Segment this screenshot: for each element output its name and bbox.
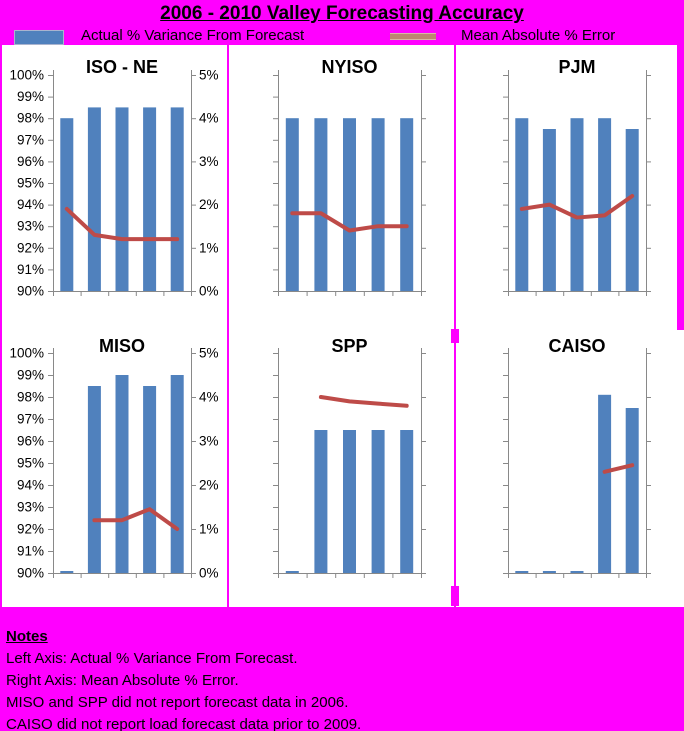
chart-canvas: 100% 99% 98% 97% 96% 95% 94% 93% 92% 91% 90% 5% 4% 3%…	[9, 68, 218, 299]
svg-text:5%: 5%	[199, 346, 219, 361]
axes	[503, 348, 651, 578]
chart-column-background	[2, 45, 227, 607]
notes-line: Right Axis: Mean Absolute % Error.	[6, 672, 239, 689]
svg-text:96%: 96%	[17, 434, 44, 449]
chart-panel-nyiso: NYISO	[229, 45, 454, 322]
axes	[273, 70, 426, 296]
svg-text:3%: 3%	[199, 154, 219, 169]
chart-panel-pjm: PJM	[456, 45, 684, 322]
svg-text:92%: 92%	[17, 240, 44, 255]
svg-text:90%: 90%	[17, 566, 44, 581]
chart-column-background	[229, 45, 454, 607]
line-series	[92, 507, 180, 531]
line-series	[290, 211, 409, 233]
svg-text:4%: 4%	[199, 111, 219, 126]
svg-text:0%: 0%	[199, 284, 219, 299]
axes: 100% 99% 98% 97% 96% 95% 94% 93% 92% 91% 90% 5% 4% 3%…	[9, 346, 218, 581]
svg-text:91%: 91%	[17, 262, 44, 277]
line-series	[602, 463, 635, 474]
svg-text:97%: 97%	[17, 412, 44, 427]
notes-line: Left Axis: Actual % Variance From Foreca…	[6, 650, 298, 667]
chart-title-miso: MISO	[98, 336, 145, 356]
page-title: 2006 - 2010 Valley Forecasting Accuracy	[160, 3, 524, 24]
bars-series	[285, 430, 414, 573]
svg-text:2%: 2%	[199, 478, 219, 493]
legend-bar-label: Actual % Variance From Forecast	[81, 27, 305, 44]
svg-text:94%: 94%	[17, 478, 44, 493]
svg-text:97%: 97%	[17, 132, 44, 147]
svg-text:1%: 1%	[199, 240, 219, 255]
chart-title-iso-ne: ISO - NE	[85, 57, 158, 77]
legend-line-swatch	[390, 33, 436, 40]
svg-text:3%: 3%	[199, 434, 219, 449]
chart-canvas	[273, 348, 426, 578]
svg-text:99%: 99%	[17, 368, 44, 383]
chart-title-nyiso: NYISO	[321, 57, 378, 77]
svg-text:94%: 94%	[17, 197, 44, 212]
chart-title-pjm: PJM	[558, 57, 596, 77]
svg-text:4%: 4%	[199, 390, 219, 405]
svg-text:96%: 96%	[17, 154, 44, 169]
chart-panel-caiso: CAISO	[456, 328, 684, 607]
svg-text:98%: 98%	[17, 390, 44, 405]
svg-text:90%: 90%	[17, 284, 44, 299]
line-series	[519, 193, 635, 220]
svg-text:2%: 2%	[199, 197, 219, 212]
chart-title-spp: SPP	[331, 336, 368, 356]
chart-canvas: 100% 99% 98% 97% 96% 95% 94% 93% 92% 91% 90% 5% 4% 3%…	[9, 346, 218, 581]
chart-canvas	[273, 70, 426, 296]
notes-block: Notes Left Axis: Actual % Variance From …	[6, 628, 361, 731]
bars-series	[515, 394, 639, 573]
magenta-overlay-strip	[677, 45, 684, 330]
svg-text:93%: 93%	[17, 219, 44, 234]
line-series	[64, 206, 180, 242]
line-series	[318, 395, 409, 408]
bars-series	[285, 118, 414, 291]
chart-panel-iso-ne: 100% 99% 98% 97% 96% 95% 94% 93% 92% 91% 90% 5% 4% 3%…	[2, 45, 227, 322]
svg-text:92%: 92%	[17, 522, 44, 537]
svg-text:100%: 100%	[9, 346, 44, 361]
svg-text:1%: 1%	[199, 522, 219, 537]
svg-text:91%: 91%	[17, 544, 44, 559]
axes	[273, 348, 426, 578]
chart-canvas	[503, 70, 651, 296]
legend-bar-swatch	[14, 30, 64, 45]
axes	[503, 70, 651, 296]
legend-line-label: Mean Absolute % Error	[461, 27, 616, 44]
svg-text:99%: 99%	[17, 89, 44, 104]
magenta-artifact	[451, 329, 459, 343]
bars-series	[60, 107, 184, 292]
svg-text:95%: 95%	[17, 176, 44, 191]
notes-line: MISO and SPP did not report forecast dat…	[6, 694, 349, 711]
svg-text:93%: 93%	[17, 500, 44, 515]
chart-panel-spp: SPP	[229, 328, 454, 607]
chart-panel-miso: 100% 99% 98% 97% 96% 95% 94% 93% 92% 91% 90% 5% 4% 3%…	[2, 328, 227, 607]
axes: 100% 99% 98% 97% 96% 95% 94% 93% 92% 91% 90% 5% 4% 3%…	[9, 68, 218, 299]
chart-canvas	[503, 348, 651, 578]
svg-text:95%: 95%	[17, 456, 44, 471]
bars-series	[515, 118, 639, 291]
notes-line: CAISO did not report load forecast data …	[6, 716, 362, 731]
svg-text:5%: 5%	[199, 68, 219, 83]
svg-text:0%: 0%	[199, 566, 219, 581]
svg-text:98%: 98%	[17, 111, 44, 126]
svg-text:100%: 100%	[9, 68, 44, 83]
magenta-artifact	[451, 586, 459, 606]
chart-title-caiso: CAISO	[548, 336, 606, 356]
notes-heading: Notes	[6, 628, 48, 645]
bars-series	[60, 375, 184, 573]
